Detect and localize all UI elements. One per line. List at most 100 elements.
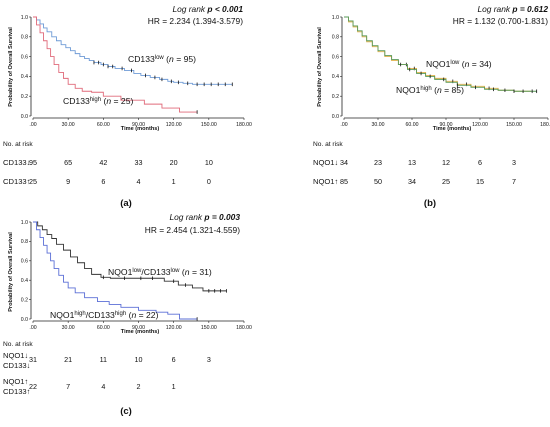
- panel-a-xlabel: Time (months): [121, 126, 160, 132]
- risk-value: 1: [172, 382, 176, 391]
- panel-c-risk-label-low-1: NQO1↓: [3, 351, 28, 360]
- risk-value: 10: [205, 158, 213, 167]
- panel-b-label-high-rest: (: [432, 85, 437, 95]
- panel-c-stat-prefix: Log rank: [169, 212, 204, 222]
- x-tick-label: 180.00: [236, 122, 252, 128]
- panel-a-plot: [33, 16, 233, 114]
- panel-a-label-low-n: n: [169, 54, 174, 64]
- risk-value: 4: [137, 177, 141, 186]
- panel-c-label-high-tail: = 22): [136, 310, 158, 320]
- risk-value: 11: [100, 355, 107, 364]
- panel-c-label-low-rest2: (: [180, 267, 185, 277]
- y-tick-label: 1.0: [21, 220, 28, 226]
- panel-a-ylabel: Probability of Overall Survival: [8, 27, 14, 107]
- x-tick-label: 120.00: [472, 122, 488, 128]
- risk-value: 20: [170, 158, 178, 167]
- x-tick-label: 150.00: [201, 325, 217, 331]
- x-tick-label: 30.00: [372, 122, 385, 128]
- panel-c-label-high-n: n: [131, 310, 136, 320]
- km-curve-low: [344, 16, 531, 92]
- panel-b-label-high-sup: high: [420, 86, 431, 92]
- x-tick-label: 30.00: [62, 122, 75, 128]
- panel-b-risk-title: No. at risk: [313, 141, 343, 148]
- y-tick-label: 0.4: [332, 74, 339, 80]
- panel-b-label-high-n: n: [437, 85, 442, 95]
- x-tick-label: 60.00: [406, 122, 419, 128]
- panel-b-xlabel: Time (months): [433, 126, 472, 132]
- panel-b-axes: .00 30.00 60.00 90.00 120.00 150.00 180.00 0.0 0…: [332, 15, 550, 128]
- panel-c-label-low-tail: = 31): [190, 267, 212, 277]
- y-tick-label: 0.4: [21, 278, 28, 284]
- x-tick-label: 60.00: [97, 122, 110, 128]
- y-tick-label: 1.0: [21, 15, 28, 21]
- y-tick-label: 1.0: [332, 15, 339, 21]
- risk-value: 21: [64, 355, 72, 364]
- x-tick-label: 120.00: [166, 122, 182, 128]
- panel-c-risk-label-high-1: NQO1↑: [3, 377, 28, 386]
- panel-a-label-high-n: n: [106, 96, 111, 106]
- x-tick-label: 150.00: [201, 122, 217, 128]
- panel-b-label-low-rest: (: [459, 59, 464, 69]
- x-tick-label: .00: [29, 325, 36, 331]
- y-tick-label: 0.8: [332, 35, 339, 41]
- panel-a-stat-line1: Log rank p < 0.001: [172, 4, 243, 14]
- panel-b-stat-line2: HR = 1.132 (0.700-1.831): [453, 16, 548, 26]
- panel-a-label-high-tail: = 25): [111, 96, 133, 106]
- km-curve-low: [33, 16, 233, 85]
- km-curve-high: [33, 221, 198, 320]
- panel-a-stat-p: p < 0.001: [206, 4, 243, 14]
- panel-b-label-low-n: n: [465, 59, 470, 69]
- x-tick-label: 180.00: [236, 325, 252, 331]
- risk-value: 10: [135, 355, 143, 364]
- risk-value: 6: [172, 355, 176, 364]
- panel-c-label-low-sup2: low: [171, 268, 181, 274]
- panel-a: Log rank p < 0.001 HR = 2.234 (1.394-3.5…: [3, 4, 252, 209]
- panel-c-label-high-sup2: high: [115, 311, 126, 317]
- panel-a-label-high-sup: high: [90, 97, 101, 103]
- risk-value: 22: [29, 382, 37, 391]
- risk-value: 3: [512, 158, 516, 167]
- panel-a-stat-prefix: Log rank: [172, 4, 207, 14]
- panel-b-risk-values: 34 23 13 12 6 3 85 50 34 25 15 7: [340, 158, 516, 186]
- y-tick-label: 0.8: [21, 35, 28, 41]
- panel-a-label-low-sup: low: [155, 55, 165, 61]
- risk-value: 13: [408, 158, 416, 167]
- panel-a-label-high: CD133high (n = 25): [63, 96, 133, 106]
- panel-c-risk-label-low-2: CD133↓: [3, 361, 30, 370]
- panel-a-label-low-rest: (: [164, 54, 169, 64]
- risk-value: 42: [99, 158, 107, 167]
- panel-b-plot: [344, 16, 538, 94]
- panel-c-label-high-rest2: (: [126, 310, 131, 320]
- panel-c-label-low: NQO1low/CD133low (n = 31): [108, 267, 212, 277]
- risk-value: 34: [408, 177, 416, 186]
- risk-value: 95: [29, 158, 37, 167]
- panel-c-xlabel: Time (months): [121, 329, 160, 335]
- panel-c-axes: .00 30.00 60.00 90.00 120.00 150.00 180.00 0.0 0…: [21, 220, 252, 331]
- panel-c-ylabel: Probability of Overall Survival: [8, 232, 14, 312]
- risk-value: 50: [374, 177, 382, 186]
- panel-c-label-high-rest: /CD133: [86, 310, 115, 320]
- risk-value: 6: [478, 158, 482, 167]
- y-tick-label: 0.0: [332, 114, 339, 120]
- panel-b: Log rank p = 0.612 HR = 1.132 (0.700-1.8…: [313, 4, 550, 209]
- y-tick-label: 0.0: [21, 317, 28, 323]
- panel-c-label-high: NQO1high/CD133high (n = 22): [50, 310, 159, 320]
- panel-b-stat-prefix: Log rank: [477, 4, 512, 14]
- x-tick-label: 60.00: [97, 325, 110, 331]
- x-tick-label: 90.00: [440, 122, 453, 128]
- km-curve-low: [33, 221, 227, 292]
- y-tick-label: 0.6: [21, 259, 28, 265]
- risk-value: 85: [340, 177, 348, 186]
- risk-value: 3: [207, 355, 211, 364]
- panel-b-stat-p: p = 0.612: [511, 4, 548, 14]
- panel-c-label-low-rest: /CD133: [141, 267, 170, 277]
- risk-value: 25: [29, 177, 37, 186]
- risk-value: 9: [66, 177, 70, 186]
- panel-c-label-high-sup: high: [74, 311, 85, 317]
- panel-c-label-low-n: n: [185, 267, 190, 277]
- panel-b-stat-line1: Log rank p = 0.612: [477, 4, 548, 14]
- panel-c-stat-line2: HR = 2.454 (1.321-4.559): [145, 225, 240, 235]
- panel-a-label-low: CD133low (n = 95): [128, 54, 196, 64]
- y-tick-label: 0.0: [21, 114, 28, 120]
